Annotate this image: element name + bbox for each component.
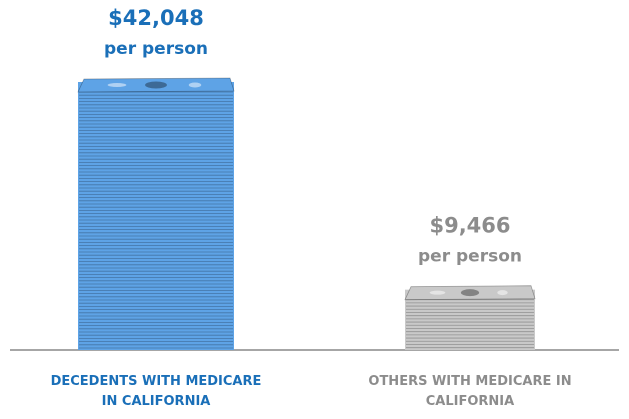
value-label: $42,048 <box>108 6 204 30</box>
top-bill <box>77 77 235 93</box>
bill-seal <box>145 81 167 89</box>
category-label: OTHERS WITH MEDICARE IN CALIFORNIA <box>368 374 572 409</box>
top-bill <box>404 285 536 301</box>
bill-seal <box>460 289 480 297</box>
unit-label: per person <box>418 247 522 267</box>
bill-seal <box>188 82 202 88</box>
money-stack <box>78 82 234 350</box>
category-label: DECEDENTS WITH MEDICARE IN CALIFORNIA <box>50 374 262 409</box>
value-label: $9,466 <box>429 214 510 238</box>
bill-seal <box>107 83 127 87</box>
bill-seal <box>497 290 508 296</box>
money-stack <box>405 289 535 350</box>
bill-seal <box>429 290 446 295</box>
unit-label: per person <box>104 39 208 59</box>
